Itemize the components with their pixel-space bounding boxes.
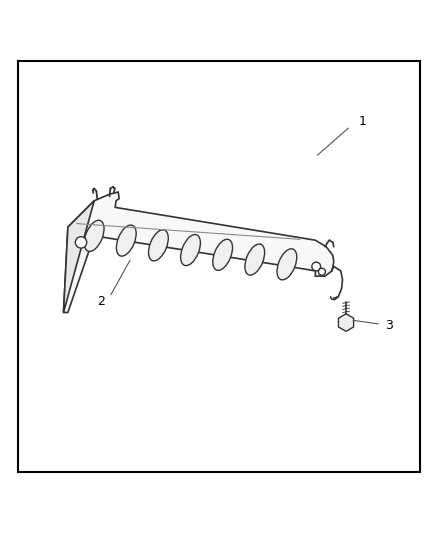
Ellipse shape: [148, 230, 168, 261]
Circle shape: [75, 237, 87, 248]
Ellipse shape: [277, 249, 297, 280]
Circle shape: [312, 262, 321, 271]
Ellipse shape: [117, 225, 136, 256]
Ellipse shape: [245, 244, 265, 275]
Polygon shape: [64, 201, 94, 312]
Polygon shape: [64, 192, 334, 312]
Ellipse shape: [84, 220, 104, 252]
Ellipse shape: [213, 239, 233, 270]
Text: 1: 1: [359, 116, 367, 128]
Ellipse shape: [180, 235, 201, 265]
Circle shape: [318, 268, 325, 275]
Text: 2: 2: [97, 295, 105, 308]
Text: 3: 3: [385, 319, 393, 332]
